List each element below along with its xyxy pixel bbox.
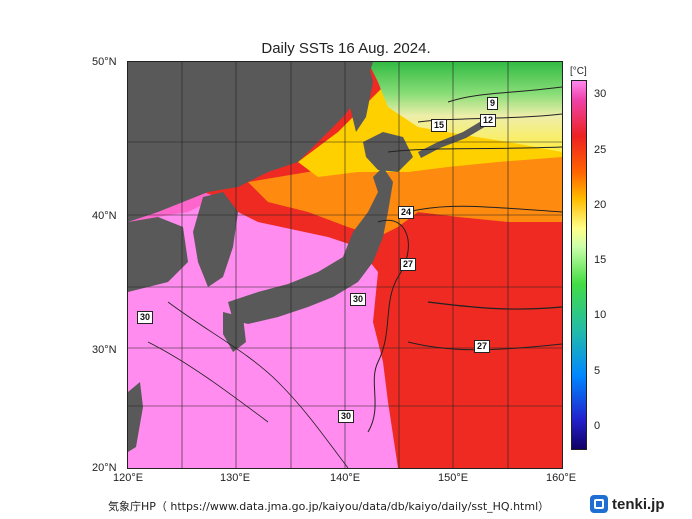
colorbar-tick: 20 [594,199,607,211]
sst-colorbar [571,80,587,450]
land-korea [193,192,238,287]
colorbar-tick: 25 [594,144,607,156]
graticule [128,62,562,468]
source-credit: 気象庁HP（ https://www.data.jma.go.jp/kaiyou… [108,500,550,513]
land-honshu [228,167,393,324]
sea-24c-band [248,142,562,237]
contour-27-south [407,341,562,351]
contour-label: 30 [137,311,154,324]
sea-north-cold-region [368,62,562,152]
land-taiwan [128,382,143,452]
contour-30-inner [147,341,269,423]
sst-map-canvas [128,62,562,468]
contour-12 [447,86,562,103]
land-sakhalin [350,62,373,132]
land-china-coast [128,217,188,292]
contour-kuroshio [367,219,409,433]
lat-label: 50°N [92,56,117,68]
contour-30-west [167,301,349,468]
tenki-logo-icon [590,495,608,513]
colorbar-tick: 0 [594,420,601,432]
contour-label: 30 [350,293,367,306]
land-kyushu [223,312,246,352]
colorbar-tick: 30 [594,88,607,100]
map-title: Daily SSTs 16 Aug. 2024. [261,40,431,57]
lat-label: 30°N [92,344,117,356]
lat-label: 20°N [92,462,117,474]
lon-label: 150°E [438,472,469,484]
contour-label: 24 [398,206,415,219]
contour-label: 30 [338,410,355,423]
colorbar-tick: 15 [594,254,607,266]
sst-map [127,61,563,469]
contour-24 [407,205,562,213]
colorbar-tick: 5 [594,365,601,377]
contour-label: 9 [487,97,499,110]
lon-label: 140°E [330,472,361,484]
colorbar-tick: 10 [594,309,607,321]
colorbar-unit: [°C] [570,66,587,77]
lon-label: 130°E [220,472,251,484]
contour-27-east [427,301,562,310]
lon-label: 160°E [546,472,577,484]
contour-label: 15 [431,119,448,132]
brand-name: tenki.jp [612,495,665,513]
contour-20 [387,146,562,153]
lon-label: 120°E [113,472,144,484]
contour-label: 27 [474,340,491,353]
lat-label: 40°N [92,210,117,222]
brand-logo[interactable]: tenki.jp [590,495,665,513]
sea-20c-band [298,82,562,177]
land-kurils [418,117,493,158]
contour-label: 12 [480,114,497,127]
contour-label: 27 [400,258,417,271]
